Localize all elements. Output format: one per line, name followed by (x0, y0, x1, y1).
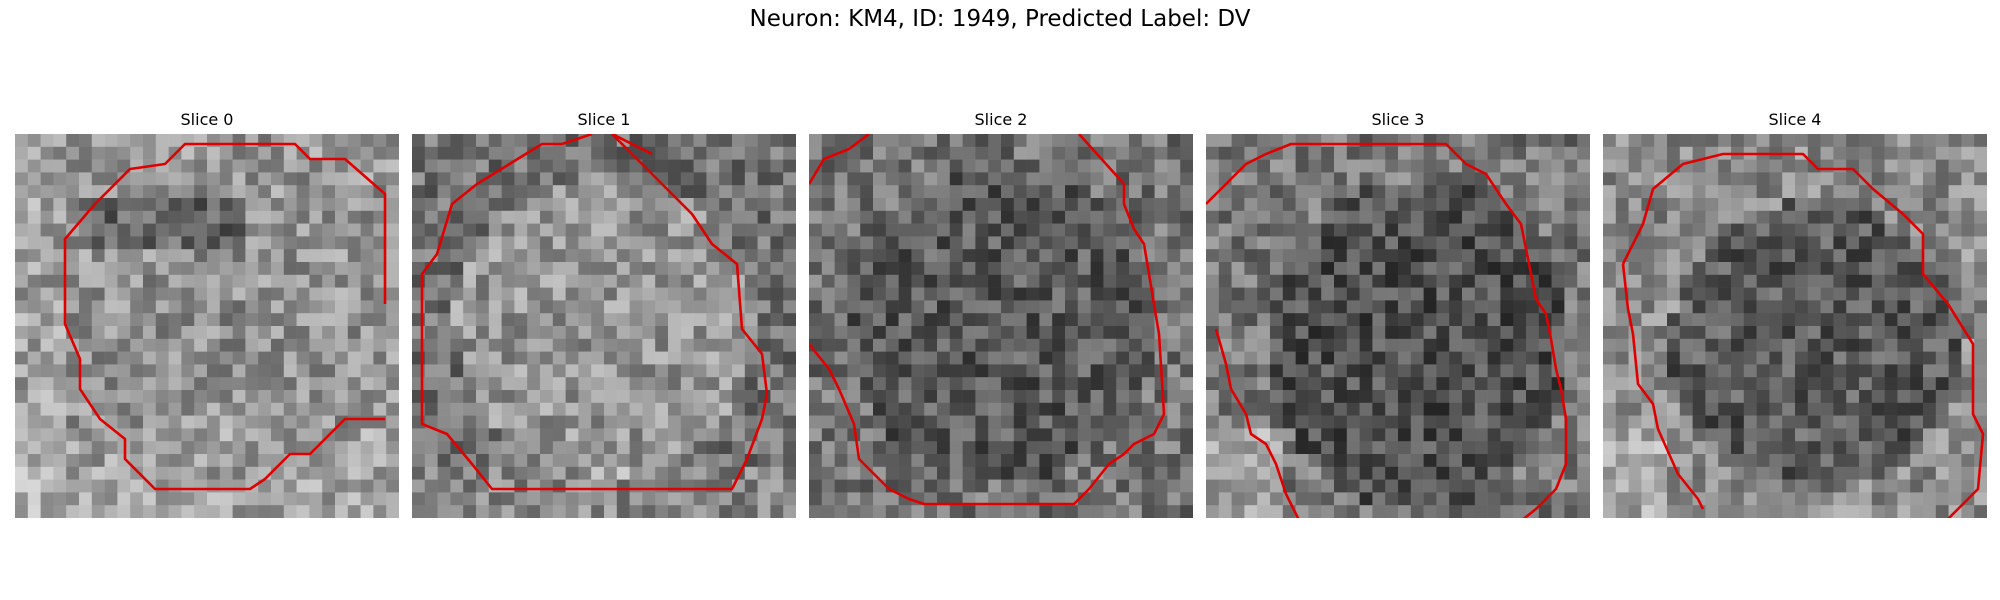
slice-title: Slice 2 (974, 110, 1028, 129)
slice-panel-4: Slice 4 (1603, 108, 1987, 518)
slice-image-3 (1206, 134, 1590, 518)
slice-title: Slice 0 (180, 110, 234, 129)
segmentation-contour (1621, 263, 1705, 510)
segmentation-contour (1206, 142, 1568, 518)
slice-image-0 (15, 134, 399, 518)
figure-title: Neuron: KM4, ID: 1949, Predicted Label: … (749, 6, 1251, 32)
slice-title: Slice 1 (577, 110, 631, 129)
segmentation-contour (1621, 152, 1985, 518)
slice-title: Slice 4 (1768, 110, 1822, 129)
segmentation-contour (1214, 328, 1300, 518)
segmentation-contour (809, 134, 1166, 506)
segmentation-contour (611, 134, 653, 156)
slice-panel-0: Slice 0 (15, 108, 399, 518)
slice-image-4 (1603, 134, 1987, 518)
slice-panel-1: Slice 1 (412, 108, 796, 518)
segmentation-contour (809, 134, 870, 185)
slice-title: Slice 3 (1371, 110, 1425, 129)
slice-panel-2: Slice 2 (809, 108, 1193, 518)
slice-image-1 (412, 134, 796, 518)
slice-image-2 (809, 134, 1193, 518)
segmentation-contour (420, 134, 769, 491)
slice-panel-3: Slice 3 (1206, 108, 1590, 518)
segmentation-contour (63, 142, 387, 491)
